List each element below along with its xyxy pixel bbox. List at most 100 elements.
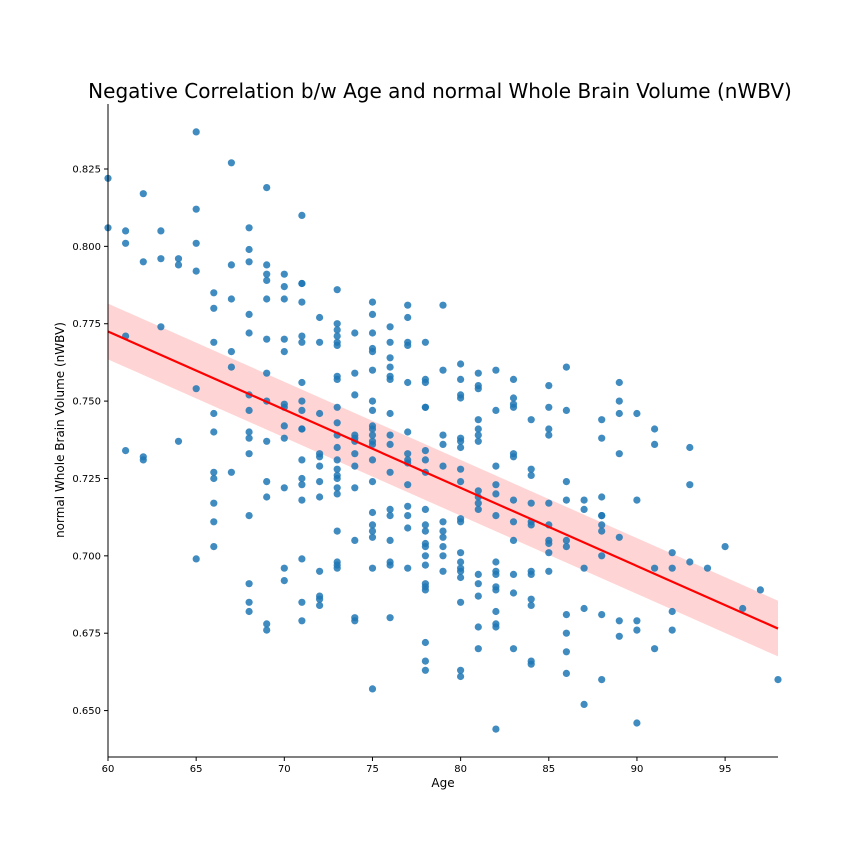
data-point: [298, 378, 306, 387]
data-point: [298, 496, 306, 504]
data-point: [598, 527, 606, 535]
data-point: [421, 543, 429, 551]
data-point: [263, 184, 271, 192]
y-tick-label: 0.800: [72, 242, 101, 253]
data-point: [298, 474, 306, 483]
data-point: [263, 261, 271, 269]
data-point: [227, 261, 235, 269]
data-point: [615, 397, 623, 405]
x-tick-label: 60: [102, 764, 115, 775]
data-point: [263, 295, 271, 303]
data-point: [298, 425, 306, 433]
data-point: [527, 416, 535, 424]
x-tick-label: 85: [542, 764, 555, 775]
data-point: [509, 536, 518, 545]
data-point: [598, 552, 606, 560]
data-point: [333, 341, 341, 349]
data-point: [633, 409, 641, 418]
data-point: [174, 437, 183, 445]
data-point: [527, 660, 535, 668]
data-point: [474, 369, 482, 377]
data-point: [633, 617, 641, 625]
data-point: [509, 570, 518, 579]
data-point: [439, 440, 447, 448]
y-axis-label: normal Whole Brain Volume (nWBV): [53, 322, 67, 538]
data-point: [580, 700, 588, 709]
data-point: [404, 450, 412, 458]
data-point: [245, 434, 253, 442]
data-point: [439, 527, 447, 535]
data-point: [333, 443, 341, 452]
y-tick-label: 0.775: [72, 319, 101, 330]
data-point: [386, 323, 394, 331]
data-point: [509, 645, 518, 653]
data-point: [474, 487, 482, 495]
data-point: [598, 676, 606, 684]
data-point: [139, 190, 147, 198]
data-point: [598, 493, 606, 501]
data-point: [439, 431, 447, 439]
data-point: [333, 403, 341, 411]
data-point: [333, 456, 341, 464]
data-point: [404, 341, 412, 349]
data-point: [263, 493, 271, 501]
data-point: [280, 283, 288, 291]
data-point: [368, 406, 377, 414]
data-point: [368, 298, 377, 306]
data-point: [386, 440, 394, 448]
data-point: [421, 586, 429, 594]
data-point: [122, 447, 130, 455]
data-point: [192, 555, 200, 563]
data-point: [457, 518, 465, 526]
data-point: [404, 481, 412, 489]
data-point: [439, 366, 447, 374]
data-point: [386, 363, 394, 371]
data-point: [421, 666, 429, 674]
data-point: [351, 462, 359, 470]
data-point: [509, 375, 518, 383]
data-point: [245, 245, 253, 254]
data-point: [210, 499, 218, 507]
data-point: [421, 527, 429, 535]
data-point: [474, 592, 482, 600]
data-point: [316, 313, 324, 322]
data-point: [457, 567, 465, 575]
data-point: [668, 607, 676, 616]
data-point: [421, 638, 429, 647]
data-point: [280, 348, 288, 356]
data-point: [686, 481, 694, 489]
data-point: [457, 465, 465, 473]
data-point: [404, 524, 412, 532]
data-point: [580, 604, 588, 613]
data-point: [157, 255, 165, 263]
data-point: [210, 468, 218, 476]
data-point: [474, 416, 482, 424]
data-point: [457, 672, 465, 681]
data-point: [263, 270, 271, 278]
data-point: [280, 484, 288, 492]
data-point: [316, 338, 324, 346]
data-point: [298, 211, 306, 219]
data-point: [368, 508, 377, 517]
data-point: [298, 338, 306, 346]
data-point: [298, 456, 306, 464]
data-point: [651, 645, 659, 653]
data-point: [386, 409, 394, 418]
data-point: [492, 490, 500, 498]
data-point: [474, 431, 482, 439]
data-point: [386, 505, 394, 513]
data-point: [439, 462, 447, 470]
data-point: [509, 589, 518, 597]
data-point: [404, 313, 412, 322]
data-point: [615, 450, 623, 458]
data-point: [509, 496, 518, 504]
data-point: [316, 601, 324, 610]
x-axis-label: Age: [431, 776, 454, 790]
data-point: [580, 505, 588, 513]
data-point: [368, 521, 377, 529]
data-point: [474, 645, 482, 653]
data-point: [157, 323, 165, 331]
data-point: [651, 564, 659, 572]
data-point: [245, 511, 253, 520]
data-point: [333, 332, 341, 340]
